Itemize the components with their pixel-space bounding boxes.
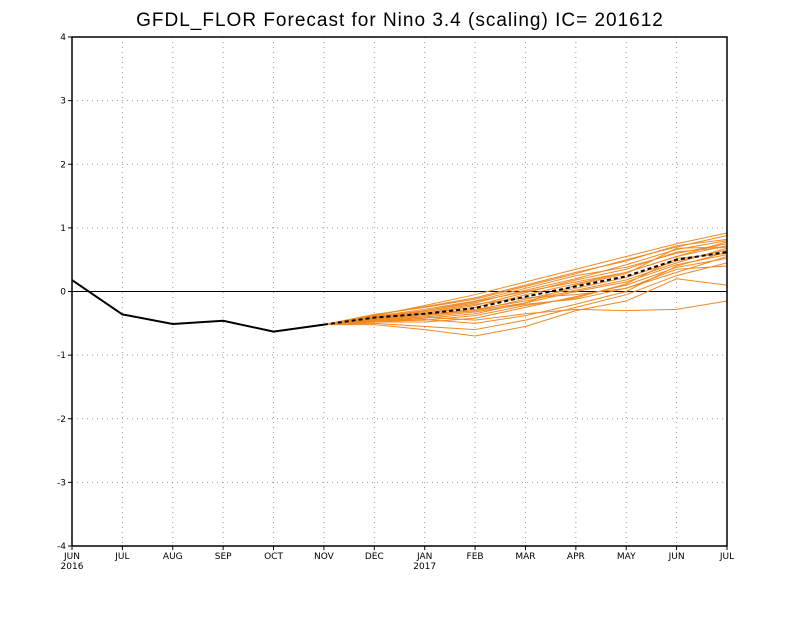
x-tick-label: JUN <box>668 552 685 562</box>
ensemble-mean <box>323 251 728 326</box>
grid-lines <box>72 37 727 546</box>
ensemble-member-line <box>323 278 728 337</box>
x-tick-label: MAR <box>515 552 535 562</box>
ensemble-members <box>323 232 728 337</box>
x-tick-label: FEB <box>467 552 484 562</box>
y-tick-label: -1 <box>57 351 66 361</box>
ensemble-member-line <box>323 251 728 326</box>
x-tick-label: JAN <box>416 552 432 562</box>
x-year-label: 2016 <box>61 562 84 572</box>
y-tick-label: 1 <box>60 224 66 234</box>
ensemble-member-line <box>323 262 728 331</box>
x-tick-label: JUN <box>63 552 80 562</box>
x-tick-label: OCT <box>264 552 283 562</box>
x-tick-label: SEP <box>215 552 232 562</box>
chart-title: GFDL_FLOR Forecast for Nino 3.4 (scaling… <box>136 10 664 31</box>
ensemble-member-line <box>323 247 728 326</box>
x-tick-label: NOV <box>314 552 335 562</box>
x-tick-label: JUL <box>719 552 734 562</box>
observed-line <box>71 279 325 333</box>
ensemble-member-line <box>323 238 728 326</box>
y-tick-label: 3 <box>60 97 66 107</box>
x-tick-label: APR <box>567 552 585 562</box>
x-tick-label: DEC <box>365 552 384 562</box>
y-tick-label: -3 <box>57 478 66 488</box>
x-tick-label: JUL <box>114 552 129 562</box>
ensemble-member-line <box>323 232 728 326</box>
y-tick-label: 0 <box>60 288 66 298</box>
observed-series <box>71 279 325 333</box>
ensemble-member-line <box>323 257 728 326</box>
ensemble-mean-line <box>323 251 728 326</box>
x-year-label: 2017 <box>413 562 436 572</box>
y-tick-label: -2 <box>57 415 66 425</box>
ensemble-member-line <box>323 265 728 326</box>
ensemble-member-line <box>323 252 728 326</box>
y-tick-label: 2 <box>60 160 66 170</box>
x-tick-label: AUG <box>163 552 183 562</box>
ensemble-member-line <box>323 246 728 326</box>
y-tick-label: 4 <box>60 33 66 43</box>
y-tick-label: -4 <box>57 542 66 552</box>
x-tick-label: MAY <box>617 552 636 562</box>
